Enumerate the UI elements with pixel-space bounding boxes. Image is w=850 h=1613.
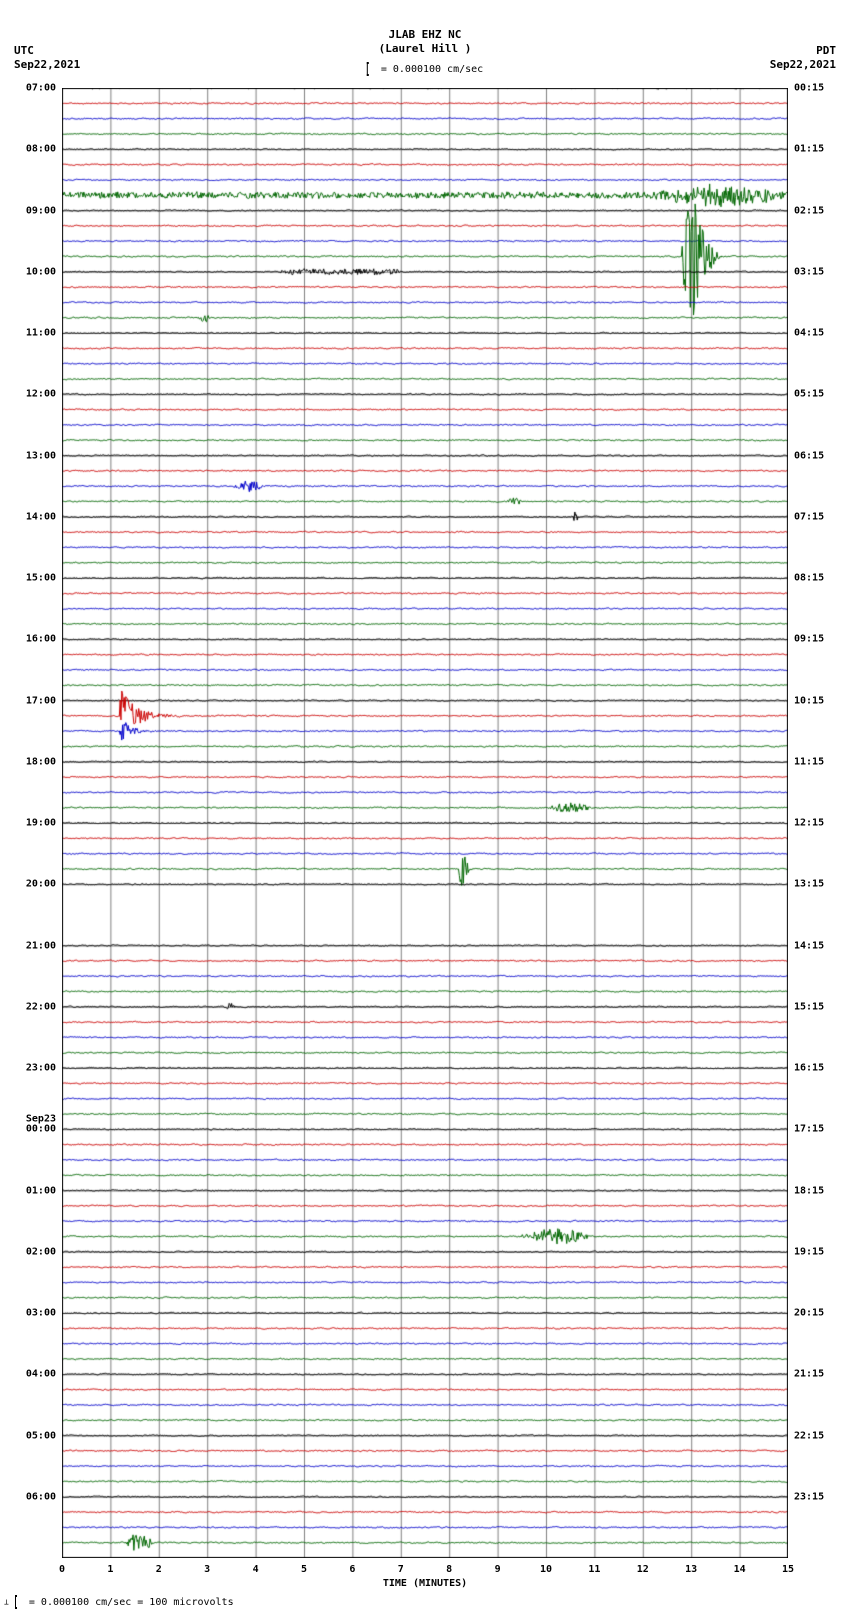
utc-time-label: 02:00	[26, 1246, 56, 1257]
utc-time-label: 23:00	[26, 1063, 56, 1074]
scale-text: = 0.000100 cm/sec	[381, 64, 483, 75]
pdt-time-label: 20:15	[794, 1308, 824, 1319]
x-tick-label: 10	[540, 1564, 552, 1575]
utc-time-label: 07:00	[26, 83, 56, 94]
pdt-time-label: 04:15	[794, 328, 824, 339]
x-tick-label: 9	[495, 1564, 501, 1575]
utc-time-label: 12:00	[26, 389, 56, 400]
x-tick-label: 3	[204, 1564, 210, 1575]
station-title: JLAB EHZ NC	[389, 28, 462, 41]
pdt-time-label: 00:15	[794, 83, 824, 94]
pdt-time-label: 08:15	[794, 573, 824, 584]
pdt-time-label: 18:15	[794, 1185, 824, 1196]
pdt-time-label: 01:15	[794, 144, 824, 155]
pdt-time-label: 09:15	[794, 634, 824, 645]
seismogram-canvas	[62, 88, 788, 1558]
utc-time-label: 18:00	[26, 756, 56, 767]
scale-bar-icon	[367, 62, 369, 76]
pdt-time-label: 16:15	[794, 1063, 824, 1074]
x-tick-label: 15	[782, 1564, 794, 1575]
utc-time-label: 05:00	[26, 1430, 56, 1441]
x-tick-label: 2	[156, 1564, 162, 1575]
right-time-axis: 00:1501:1502:1503:1504:1505:1506:1507:15…	[790, 88, 850, 1558]
utc-time-label: 10:00	[26, 266, 56, 277]
x-tick-label: 14	[734, 1564, 746, 1575]
pdt-time-label: 19:15	[794, 1246, 824, 1257]
x-tick-label: 5	[301, 1564, 307, 1575]
scale-label: = 0.000100 cm/sec	[367, 62, 483, 76]
utc-time-label: 09:00	[26, 205, 56, 216]
pdt-time-label: 14:15	[794, 940, 824, 951]
x-axis: TIME (MINUTES) 0123456789101112131415	[62, 1558, 788, 1598]
date-left-label: Sep22,2021	[14, 58, 80, 71]
pdt-time-label: 11:15	[794, 756, 824, 767]
utc-time-label: 22:00	[26, 1001, 56, 1012]
date-right-label: Sep22,2021	[770, 58, 836, 71]
location-title: (Laurel Hill )	[379, 42, 472, 55]
utc-time-label: 08:00	[26, 144, 56, 155]
pdt-time-label: 03:15	[794, 266, 824, 277]
x-tick-label: 7	[398, 1564, 404, 1575]
x-tick-label: 8	[446, 1564, 452, 1575]
utc-time-label: 06:00	[26, 1491, 56, 1502]
utc-time-label: 04:00	[26, 1369, 56, 1380]
footer-text: = 0.000100 cm/sec = 100 microvolts	[29, 1597, 234, 1608]
tz-right-label: PDT	[816, 44, 836, 57]
utc-time-label: 13:00	[26, 450, 56, 461]
utc-time-label: 14:00	[26, 511, 56, 522]
tz-left-label: UTC	[14, 44, 34, 57]
pdt-time-label: 02:15	[794, 205, 824, 216]
seismogram-container: JLAB EHZ NC (Laurel Hill ) = 0.000100 cm…	[0, 0, 850, 1613]
utc-time-label: 03:00	[26, 1308, 56, 1319]
pdt-time-label: 17:15	[794, 1124, 824, 1135]
utc-time-label: 17:00	[26, 695, 56, 706]
x-tick-label: 0	[59, 1564, 65, 1575]
utc-time-label: 00:00	[26, 1124, 56, 1135]
x-tick-label: 13	[685, 1564, 697, 1575]
utc-time-label: 19:00	[26, 818, 56, 829]
x-tick-label: 11	[588, 1564, 600, 1575]
utc-time-label: 01:00	[26, 1185, 56, 1196]
header: JLAB EHZ NC (Laurel Hill ) = 0.000100 cm…	[0, 0, 850, 80]
pdt-time-label: 07:15	[794, 511, 824, 522]
utc-time-label: 11:00	[26, 328, 56, 339]
left-time-axis: 07:0008:0009:0010:0011:0012:0013:0014:00…	[0, 88, 60, 1558]
utc-time-label: Sep23	[26, 1113, 56, 1124]
footer-scale: ⊥ = 0.000100 cm/sec = 100 microvolts	[0, 1595, 234, 1609]
pdt-time-label: 21:15	[794, 1369, 824, 1380]
plot-area	[62, 88, 788, 1558]
x-tick-label: 1	[107, 1564, 113, 1575]
x-tick-label: 12	[637, 1564, 649, 1575]
footer-scale-bar-icon	[15, 1595, 17, 1609]
x-tick-label: 6	[349, 1564, 355, 1575]
utc-time-label: 21:00	[26, 940, 56, 951]
pdt-time-label: 12:15	[794, 818, 824, 829]
utc-time-label: 15:00	[26, 573, 56, 584]
pdt-time-label: 23:15	[794, 1491, 824, 1502]
utc-time-label: 20:00	[26, 879, 56, 890]
x-tick-label: 4	[253, 1564, 259, 1575]
pdt-time-label: 13:15	[794, 879, 824, 890]
pdt-time-label: 05:15	[794, 389, 824, 400]
pdt-time-label: 10:15	[794, 695, 824, 706]
pdt-time-label: 22:15	[794, 1430, 824, 1441]
pdt-time-label: 15:15	[794, 1001, 824, 1012]
x-axis-title: TIME (MINUTES)	[383, 1578, 467, 1589]
pdt-time-label: 06:15	[794, 450, 824, 461]
utc-time-label: 16:00	[26, 634, 56, 645]
